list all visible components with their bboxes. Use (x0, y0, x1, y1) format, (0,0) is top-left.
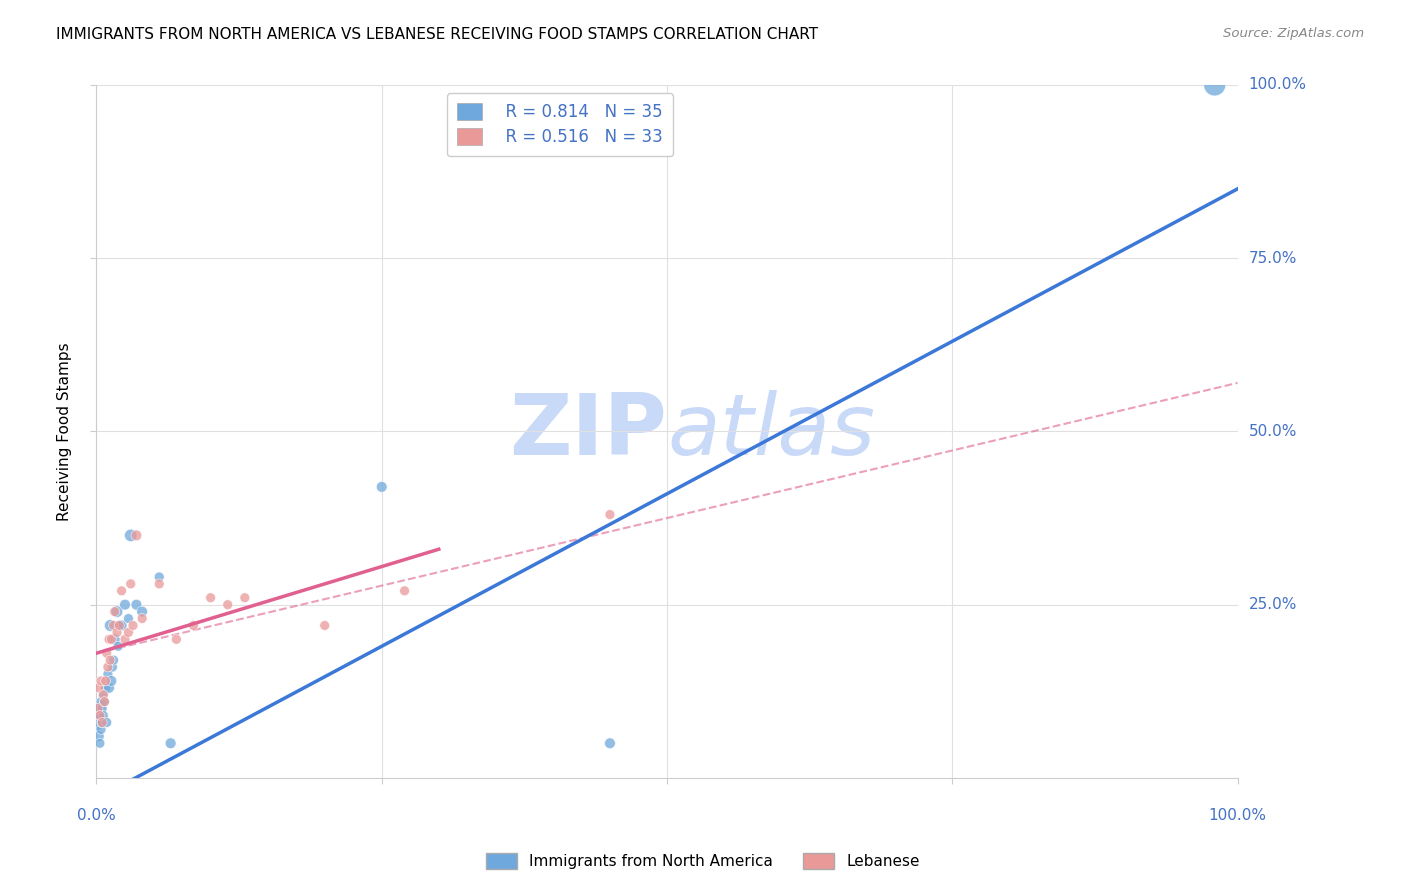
Point (90, 673, 112, 688)
Text: 75.0%: 75.0% (1249, 251, 1296, 266)
Point (91, 701, 114, 715)
Point (98, 653, 121, 667)
Point (110, 583, 132, 598)
Point (131, 605, 153, 619)
Point (314, 618, 336, 632)
Point (1204, 78, 1226, 92)
Point (98, 681, 121, 695)
Point (97, 660, 120, 674)
Point (91, 715, 114, 730)
Point (103, 653, 125, 667)
Text: 100.0%: 100.0% (1209, 808, 1267, 823)
Point (159, 736, 181, 750)
Point (165, 632, 187, 647)
Point (122, 618, 145, 632)
Point (100, 632, 122, 647)
Point (371, 480, 394, 494)
Point (117, 611, 139, 625)
Point (599, 736, 621, 750)
Text: 0.0%: 0.0% (77, 808, 115, 823)
Point (105, 625, 128, 640)
Point (120, 528, 142, 542)
Point (98, 618, 121, 632)
Point (104, 605, 127, 619)
Point (87, 701, 110, 715)
Y-axis label: Receiving Food Stamps: Receiving Food Stamps (58, 343, 72, 521)
Point (87, 681, 110, 695)
Point (89, 708, 111, 723)
Point (93, 695, 115, 709)
Point (86, 701, 108, 715)
Legend: Immigrants from North America, Lebanese: Immigrants from North America, Lebanese (479, 847, 927, 875)
Text: ZIP: ZIP (509, 390, 666, 473)
Point (233, 591, 256, 605)
Point (107, 640, 129, 654)
Point (94, 681, 117, 695)
Point (125, 528, 148, 542)
Point (105, 605, 128, 619)
Point (183, 618, 205, 632)
Point (114, 598, 136, 612)
Point (200, 591, 222, 605)
Text: 25.0%: 25.0% (1249, 597, 1296, 612)
Point (104, 632, 127, 647)
Point (125, 598, 148, 612)
Point (91, 715, 114, 730)
Point (90, 695, 112, 709)
Point (87, 729, 110, 743)
Text: 50.0%: 50.0% (1249, 424, 1296, 439)
Text: atlas: atlas (666, 390, 875, 473)
Point (91, 688, 114, 702)
Legend:   R = 0.814   N = 35,   R = 0.516   N = 33: R = 0.814 N = 35, R = 0.516 N = 33 (447, 94, 673, 156)
Point (100, 673, 122, 688)
Point (148, 570, 170, 584)
Point (217, 598, 239, 612)
Point (96, 715, 118, 730)
Point (599, 508, 621, 522)
Point (89, 708, 111, 723)
Point (86, 715, 108, 730)
Text: 100.0%: 100.0% (1249, 78, 1306, 93)
Point (93, 695, 115, 709)
Point (108, 618, 131, 632)
Text: Source: ZipAtlas.com: Source: ZipAtlas.com (1223, 27, 1364, 40)
Point (131, 611, 153, 625)
Point (108, 618, 131, 632)
Point (103, 618, 125, 632)
Point (96, 646, 118, 660)
Point (97, 667, 120, 681)
Point (91, 688, 114, 702)
Point (98, 632, 121, 647)
Point (120, 577, 142, 591)
Point (90, 723, 112, 737)
Text: IMMIGRANTS FROM NORTH AMERICA VS LEBANESE RECEIVING FOOD STAMPS CORRELATION CHAR: IMMIGRANTS FROM NORTH AMERICA VS LEBANES… (56, 27, 818, 42)
Point (110, 618, 132, 632)
Point (94, 673, 117, 688)
Point (91, 708, 114, 723)
Point (89, 736, 111, 750)
Point (394, 583, 416, 598)
Point (101, 660, 124, 674)
Point (148, 577, 170, 591)
Point (117, 625, 139, 640)
Point (114, 632, 136, 647)
